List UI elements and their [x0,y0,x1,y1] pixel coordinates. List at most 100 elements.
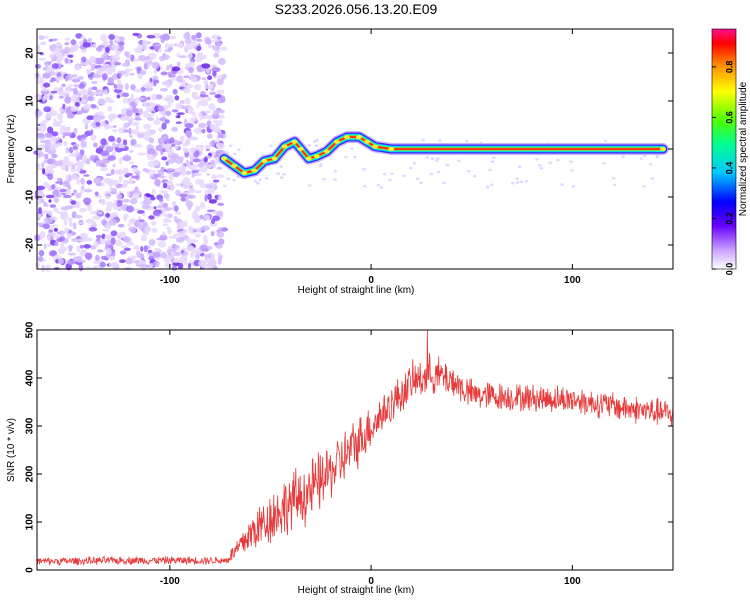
noise-speck [80,141,87,148]
noise-speck [93,177,102,185]
noise-speck [161,156,168,161]
noise-speck [181,169,186,177]
noise-speck [84,252,93,260]
noise-speck [188,152,192,159]
noise-speck [145,55,151,60]
noise-speck [133,88,143,93]
noise-speck [524,179,529,183]
noise-speck [187,194,196,199]
noise-speck [108,115,116,119]
noise-speck [107,155,116,161]
noise-speck [152,251,161,258]
noise-speck [153,45,161,50]
noise-speck [538,164,542,167]
noise-speck [151,61,160,69]
noise-speck [98,145,105,149]
noise-speck [79,154,83,160]
x-tick-label: 100 [564,576,581,587]
noise-speck [104,234,113,240]
noise-speck [166,213,173,219]
noise-speck [131,129,140,135]
noise-speck [173,258,179,263]
noise-speck [43,243,47,249]
noise-speck [319,164,323,168]
noise-speck [99,167,109,172]
noise-speck [59,180,63,186]
noise-speck [192,229,198,233]
noise-speck [219,119,223,123]
noise-speck [175,236,185,243]
noise-speck [53,86,60,93]
noise-speck [79,207,87,213]
noise-speck [312,140,317,143]
noise-speck [228,144,233,148]
noise-speck [333,178,338,181]
noise-speck [123,179,129,186]
noise-speck [122,155,132,162]
noise-speck [107,77,115,84]
noise-speck [43,203,49,207]
ridge-point [291,139,298,144]
noise-speck [67,186,72,190]
noise-speck [216,142,225,150]
noise-speck [162,97,169,101]
noise-speck [53,47,62,56]
noise-speck [146,96,151,101]
noise-speck [185,200,194,208]
noise-speck [492,156,496,159]
y-tick-label: 10 [25,95,36,107]
noise-speck [137,152,147,156]
x-tick-label: -100 [160,576,180,587]
noise-speck [204,194,208,202]
noise-speck [612,183,617,187]
noise-speck [165,110,172,117]
noise-speck [191,41,198,46]
noise-speck [150,258,155,264]
noise-speck [190,75,198,83]
colorbar-tick-label: 0.2 [724,212,734,225]
noise-speck [147,117,155,121]
noise-speck [66,260,76,265]
noise-speck [155,79,160,84]
noise-speck [72,152,78,157]
noise-speck [126,110,133,117]
snr-series-line [36,329,674,566]
noise-speck [132,192,140,200]
noise-speck [119,242,123,247]
noise-speck [333,170,338,173]
noise-speck [130,138,137,146]
noise-speck [47,149,51,154]
noise-speck [195,253,200,260]
noise-speck [86,180,93,185]
noise-speck [216,89,225,95]
noise-speck [80,189,84,195]
noise-speck [36,76,45,85]
noise-speck [34,63,42,69]
ridge-point [221,156,228,161]
noise-speck [62,194,72,199]
noise-speck [97,44,105,49]
noise-speck [155,116,160,124]
noise-speck [211,174,217,180]
noise-speck [161,33,170,40]
noise-speck [204,36,211,43]
noise-speck [162,223,169,227]
noise-speck [93,142,98,148]
noise-speck [211,64,218,68]
noise-speck [191,91,198,95]
noise-speck [216,166,223,170]
noise-speck [69,83,73,88]
noise-speck [50,90,58,94]
noise-speck [415,177,420,180]
noise-speck [421,138,425,142]
colorbar-tick-label: 0.4 [724,162,734,175]
noise-speck [73,189,77,194]
noise-speck [110,168,115,175]
noise-speck [48,199,52,203]
noise-speck [118,72,122,78]
noise-speck [148,215,155,220]
noise-speck [81,98,86,103]
noise-speck [192,248,196,254]
noise-speck [116,170,122,174]
